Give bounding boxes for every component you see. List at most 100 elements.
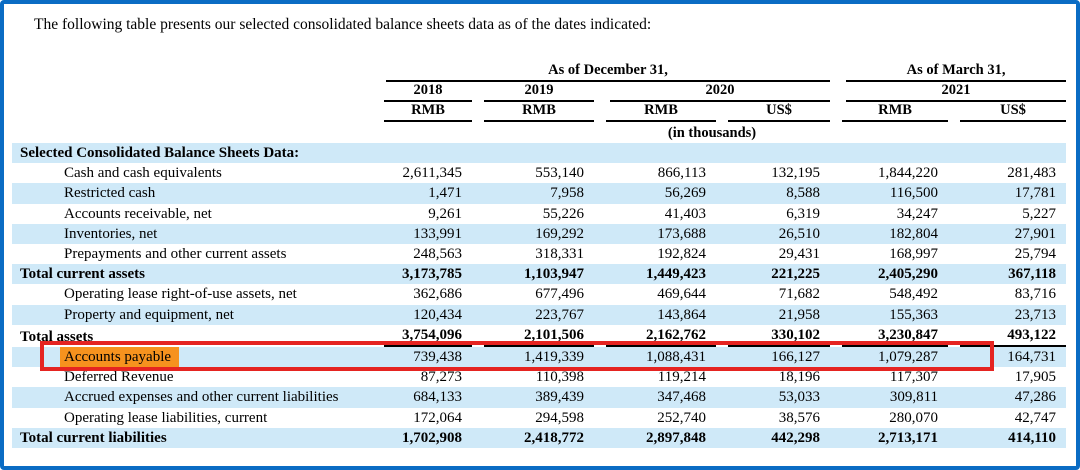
cell-value: 192,824 <box>657 246 706 263</box>
row-label-cell: Operating lease liabilities, current <box>12 408 372 428</box>
cell-value: 280,070 <box>889 409 939 426</box>
cell-value: 866,113 <box>657 165 706 182</box>
row-label-cell: Total current liabilities <box>12 428 372 448</box>
balance-sheet-table: As of December 31, As of March 31, 2018 … <box>12 58 1067 449</box>
cell-value: 2,897,848 <box>646 429 706 446</box>
cell-value: 18,196 <box>778 369 821 386</box>
cell-value: 281,483 <box>1007 165 1057 182</box>
cell-value: 8,588 <box>786 185 821 202</box>
units-row: (in thousands) <box>12 122 1066 143</box>
cell-value: 469,644 <box>657 286 706 303</box>
cell-value: 56,269 <box>664 185 706 202</box>
intro-text: The following table presents our selecte… <box>34 16 652 33</box>
cell-value: 117,307 <box>889 369 939 386</box>
cell-value: 83,716 <box>1014 286 1057 303</box>
cell-value: 389,439 <box>535 389 584 406</box>
cell-value: 155,363 <box>889 306 939 323</box>
header-spacer <box>12 102 372 122</box>
cell-value: 2,162,762 <box>594 325 716 348</box>
currency-header: RMB <box>594 102 716 122</box>
cell-value: 414,110 <box>1008 429 1057 446</box>
cell-value: 71,682 <box>778 286 821 303</box>
cell-value: 684,133 <box>413 389 462 406</box>
row-label: Accounts receivable, net <box>64 205 212 222</box>
cell-value: 169,292 <box>535 225 584 242</box>
table-row: Cash and cash equivalents 2,611,345 553,14… <box>12 163 1066 183</box>
year-header-2020: 2020 <box>594 82 831 102</box>
cell-value: 133,991 <box>413 225 462 242</box>
group-header-row: As of December 31, As of March 31, <box>12 58 1067 82</box>
table-row: Total current liabilities 1,702,908 2,418,… <box>12 427 1067 449</box>
cell-value <box>716 143 830 163</box>
year-header-2021: 2021 <box>830 82 1067 102</box>
row-label: Total assets <box>20 328 94 345</box>
cell-value: 1,471 <box>428 185 462 202</box>
cell-value: 309,811 <box>889 389 939 406</box>
cell-value: 29,431 <box>778 246 821 263</box>
cell-value: 442,298 <box>771 429 821 446</box>
cell-value: 6,319 <box>786 205 821 222</box>
cell-value: 1,419,339 <box>524 349 584 366</box>
header-spacer <box>12 58 372 82</box>
group-header-march: As of March 31, <box>830 58 1067 82</box>
row-label-cell: Operating lease right-of-use assets, net <box>12 284 372 304</box>
cell-value: 553,140 <box>535 165 584 182</box>
table-header: As of December 31, As of March 31, 2018 … <box>12 58 1067 143</box>
cell-value: 116,500 <box>889 185 939 202</box>
cell-value: 248,563 <box>413 246 462 263</box>
cell-value: 2,101,506 <box>472 325 594 348</box>
row-label-cell: Deferred Revenue <box>12 367 372 387</box>
currency-header: US$ <box>716 102 831 122</box>
row-label: Cash and cash equivalents <box>64 165 222 182</box>
year-header-row: 2018 2019 2020 2021 <box>12 82 1067 102</box>
cell-value: 3,230,847 <box>830 325 949 348</box>
currency-header: RMB <box>472 102 594 122</box>
cell-value: 1,079,287 <box>878 349 939 366</box>
currency-header: US$ <box>948 102 1067 122</box>
cell-value: 739,438 <box>413 349 462 366</box>
cell-value: 182,804 <box>889 225 939 242</box>
year-header-2019: 2019 <box>472 82 594 102</box>
row-label: Inventories, net <box>64 225 158 242</box>
cell-value <box>372 143 472 163</box>
units-note: (in thousands) <box>667 125 757 141</box>
currency-header: RMB <box>830 102 949 122</box>
row-label: Prepayments and other current assets <box>64 246 287 263</box>
row-label: Operating lease liabilities, current <box>64 409 268 426</box>
cell-value: 26,510 <box>778 225 821 242</box>
row-label-cell: Total assets <box>12 325 372 347</box>
table-row: Operating lease liabilities, current 172,… <box>12 408 1066 428</box>
cell-value: 166,127 <box>771 349 821 366</box>
cell-value: 172,064 <box>413 409 462 426</box>
row-label-cell: Selected Consolidated Balance Sheets Dat… <box>12 143 372 163</box>
cell-value: 132,195 <box>771 165 821 182</box>
group-header-december-label: As of December 31, <box>386 62 831 82</box>
table-row: Deferred Revenue 87,273 110,398 119,214 18,1… <box>12 367 1066 387</box>
cell-value: 2,611,345 <box>402 165 462 182</box>
cell-value: 17,905 <box>1014 369 1057 386</box>
cell-value: 17,781 <box>1014 185 1057 202</box>
cell-value: 55,226 <box>542 205 584 222</box>
cell-value: 2,405,290 <box>878 266 939 283</box>
row-label-cell: Accrued expenses and other current liabi… <box>12 387 372 407</box>
cell-value: 294,598 <box>535 409 584 426</box>
cell-value: 41,403 <box>664 205 706 222</box>
cell-value: 110,398 <box>535 369 584 386</box>
cell-value: 3,754,096 <box>372 325 472 348</box>
table-row: Accounts receivable, net 9,261 55,226 41,40… <box>12 204 1066 224</box>
cell-value: 173,688 <box>657 225 706 242</box>
table-body: Selected Consolidated Balance Sheets Dat… <box>12 143 1067 449</box>
units-spacer <box>830 122 1066 143</box>
cell-value: 23,713 <box>1014 306 1057 323</box>
row-label-cell: Cash and cash equivalents <box>12 163 372 183</box>
row-label-cell: Property and equipment, net <box>12 305 372 325</box>
cell-value: 9,261 <box>428 205 462 222</box>
year-header-2018: 2018 <box>372 82 472 102</box>
table-row: Property and equipment, net 120,434 223,76… <box>12 304 1067 325</box>
cell-value: 47,286 <box>1014 389 1057 406</box>
cell-value: 493,122 <box>948 325 1067 348</box>
cell-value: 1,844,220 <box>878 165 939 182</box>
highlighted-row-label: Accounts payable <box>60 347 180 368</box>
cell-value <box>830 143 948 163</box>
